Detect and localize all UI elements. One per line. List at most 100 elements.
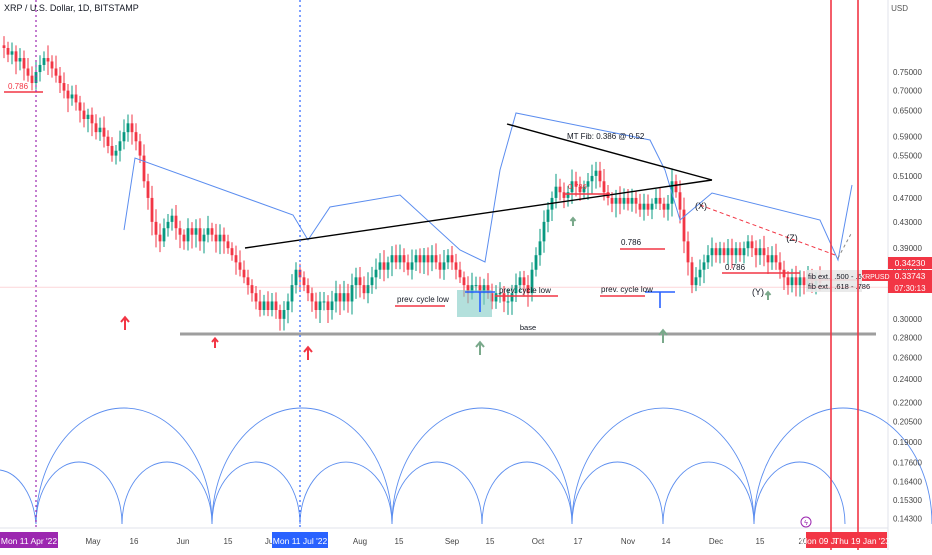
fib-ext-2: fib ext.: .618 - .786 — [808, 282, 870, 291]
candle-body — [386, 262, 390, 270]
price-badges: 0.34230 0.33743 XRPUSD 07:30:13 — [860, 257, 932, 293]
price-badge-high — [888, 257, 932, 269]
candle-body — [278, 310, 282, 319]
candle-body — [62, 83, 66, 91]
cycle-arc-large — [571, 407, 755, 525]
symbol-header[interactable]: XRP / U.S. Dollar, 1D, BITSTAMP — [4, 3, 139, 13]
price-tick-16: 0.19000 — [893, 438, 922, 447]
candle-body — [522, 277, 526, 286]
candle-body — [750, 241, 754, 249]
cycle-arc-large — [391, 407, 573, 525]
cycle-arrow-3 — [475, 340, 485, 355]
fib-label-oct: 0.786 — [568, 182, 587, 191]
candle-body — [726, 248, 730, 256]
candle-body — [190, 228, 194, 235]
candle-body — [406, 262, 410, 270]
candle-body — [754, 248, 758, 256]
candle-body — [706, 255, 710, 263]
candle-body — [158, 234, 162, 242]
candle-body — [138, 141, 142, 156]
candle-body — [422, 255, 426, 263]
candle-body — [114, 150, 118, 156]
candle-body — [686, 241, 690, 263]
lightning-icon[interactable] — [800, 516, 812, 528]
cycle-arc-edge — [0, 469, 37, 525]
candle-body — [710, 248, 714, 256]
candle-body — [474, 285, 478, 287]
candle-body — [586, 181, 590, 187]
candle-body — [450, 255, 454, 263]
trendline-upper — [506, 123, 713, 181]
cycle-arc-large — [35, 407, 213, 525]
time-tick-10: Oct — [532, 537, 545, 546]
candle-body — [338, 293, 342, 302]
candle-body — [330, 301, 334, 311]
cycle-arcs-layer — [0, 407, 932, 525]
candle-body — [774, 255, 778, 263]
candle-body — [642, 203, 646, 210]
price-tick-5: 0.51000 — [893, 172, 922, 181]
candle-body — [582, 186, 586, 193]
cycle-arc-large — [211, 407, 393, 525]
candle-body — [282, 310, 286, 319]
candle-body — [250, 285, 254, 294]
price-tick-11: 0.28000 — [893, 333, 922, 342]
candle-body — [478, 285, 482, 294]
candle-body — [578, 186, 582, 193]
marker-label-apr: Mon 11 Apr '22 — [1, 536, 58, 546]
candle-body — [466, 285, 470, 294]
candle-body — [54, 68, 58, 76]
candle-body — [122, 132, 126, 142]
fib-ext-1: fib ext.: .500 - .618 — [808, 272, 870, 281]
candle-body — [134, 132, 138, 142]
candle-body — [414, 255, 418, 263]
countdown-label: 07:30:13 — [894, 284, 926, 293]
candle-body — [74, 94, 78, 103]
candle-body — [530, 269, 534, 294]
candle-body — [274, 301, 278, 311]
currency-label: USD — [891, 4, 908, 13]
candle-body — [266, 301, 270, 311]
candle-body — [354, 277, 358, 286]
cycle-arc-large — [753, 407, 932, 525]
candle-body — [382, 262, 386, 270]
candle-body — [198, 228, 202, 242]
symbol-badge-label: XRPUSD — [860, 274, 889, 281]
price-tick-20: 0.14300 — [893, 514, 922, 523]
candle-body — [526, 285, 530, 294]
cycle-arrow-0 — [120, 315, 130, 330]
candle-body — [146, 181, 150, 198]
drawings-layer: 0.786 MT Fib: 0.386 @ 0.52 0.786 prev. cycl… — [0, 82, 888, 360]
candle-body — [70, 94, 74, 99]
candle-body — [226, 241, 230, 249]
candle-body — [246, 277, 250, 286]
candle-body — [230, 248, 234, 256]
candle-body — [86, 114, 90, 120]
candle-body — [518, 277, 522, 286]
candle-body — [634, 197, 638, 204]
candle-body — [694, 277, 698, 286]
support-box — [457, 290, 492, 317]
marker-badge-jul — [272, 532, 328, 548]
price-axis[interactable]: 0.75000 0.70000 0.65000 0.59000 0.55000 0.510… — [893, 68, 922, 523]
candle-body — [186, 228, 190, 242]
wave-label-x: (X) — [695, 201, 707, 211]
candle-body — [390, 255, 394, 263]
candle-body — [410, 262, 414, 270]
low-marker-sep — [465, 291, 495, 312]
candle-body — [594, 170, 598, 176]
candle-body — [206, 228, 210, 235]
cycle-arc-small — [571, 461, 664, 525]
candle-body — [542, 221, 546, 242]
candle-body — [446, 255, 450, 263]
candle-body — [106, 136, 110, 146]
candle-body — [610, 197, 614, 204]
candle-body — [2, 45, 6, 49]
candle-body — [402, 255, 406, 263]
candle-body — [646, 203, 650, 210]
cycle-arrow-1 — [211, 336, 219, 348]
candle-body — [82, 110, 86, 120]
cycle-arrow-4 — [658, 328, 668, 343]
